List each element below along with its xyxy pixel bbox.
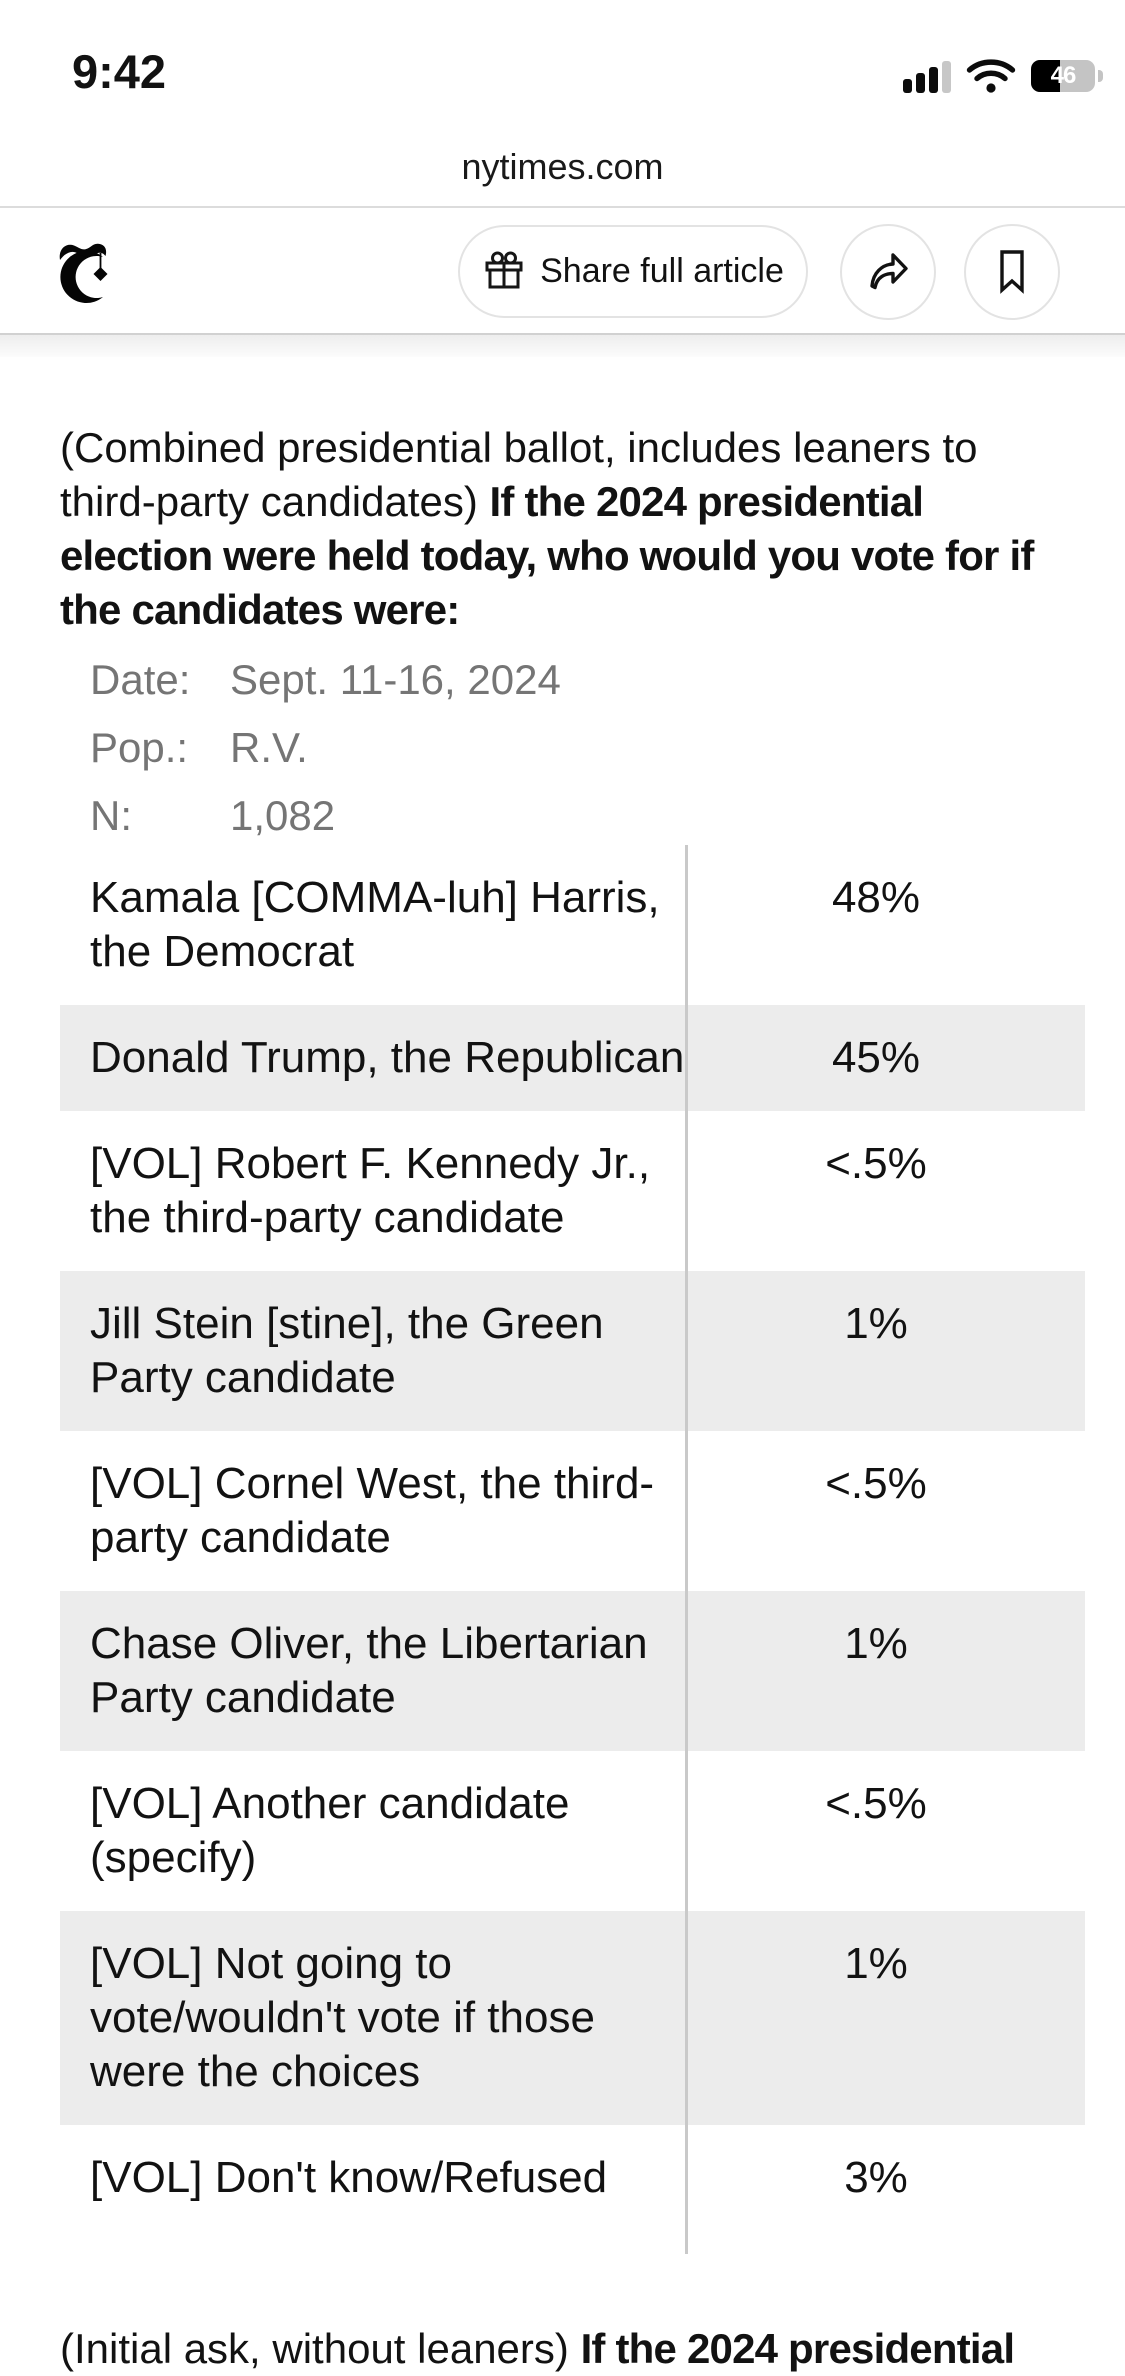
candidate-cell: [VOL] Robert F. Kennedy Jr., the third-p… [90,1139,651,1242]
poll-metadata-value: Sept. 11-16, 2024 [230,656,561,703]
cellular-signal-icon [903,59,951,93]
poll-question-prefix: (Combined presidential ballot, includes … [60,424,978,525]
share-full-article-label: Share full article [540,252,784,290]
next-poll-question: (Initial ask, without leaners) If the 20… [60,2322,1120,2376]
candidate-cell: Chase Oliver, the Libertarian Party cand… [90,1619,648,1722]
battery-fill [1031,60,1061,92]
poll-metadata-row: Pop.: R.V. [90,726,561,770]
table-row: [VOL] Cornel West, the third-party candi… [60,1431,1085,1591]
candidate-cell: [VOL] Another candidate (specify) [90,1779,570,1882]
poll-metadata-row: Date: Sept. 11-16, 2024 [90,658,561,702]
share-arrow-icon [862,246,914,298]
poll-metadata-row: N: 1,082 [90,794,561,838]
percent-cell: 1% [844,1619,908,1668]
table-row: Jill Stein [stine], the Green Party cand… [60,1271,1085,1431]
percent-cell: 48% [831,873,921,922]
next-poll-question-prefix: (Initial ask, without leaners) [60,2325,581,2372]
table-column-divider [685,845,688,2254]
percent-cell: 3% [844,2153,908,2202]
candidate-cell: Kamala [COMMA-luh] Harris, the Democrat [90,873,660,976]
poll-results-table: Kamala [COMMA-luh] Harris, the Democrat … [60,845,1085,2254]
next-poll-question-bold: If the 2024 presidential [580,2325,1015,2372]
percent-cell: <.5% [825,1139,927,1188]
poll-metadata-value: R.V. [230,724,308,771]
wifi-icon [966,57,1016,95]
poll-metadata-value: 1,082 [230,792,336,839]
candidate-cell: Donald Trump, the Republican [90,1033,685,1082]
bookmark-icon [990,246,1034,298]
candidate-cell: [VOL] Don't know/⁠Refused [90,2153,608,2202]
header-bottom-band [0,333,1125,357]
table-row: [VOL] Don't know/⁠Refused 3% [60,2125,1085,2231]
percent-cell: 1% [844,1299,908,1348]
battery-percent: 46 [1050,62,1077,89]
table-row: Kamala [COMMA-luh] Harris, the Democrat … [60,845,1085,1005]
battery-icon: 46 [1031,60,1103,92]
share-button[interactable] [840,224,936,320]
percent-cell: <.5% [825,1779,927,1828]
status-bar-icons: 46 [903,56,1103,96]
status-bar-time: 9:42 [72,45,167,98]
table-row: Donald Trump, the Republican 45% [60,1005,1085,1111]
candidate-cell: [VOL] Cornel West, the third-party candi… [90,1459,655,1562]
bookmark-button[interactable] [964,224,1060,320]
site-header: Share full article [0,208,1125,333]
share-full-article-button[interactable]: Share full article [458,225,808,318]
percent-cell: 45% [831,1033,921,1082]
candidate-cell: [VOL] Not going to vote/⁠wouldn't vote i… [90,1939,595,2096]
percent-cell: 1% [844,1939,908,1988]
table-row: [VOL] Robert F. Kennedy Jr., the third-p… [60,1111,1085,1271]
poll-metadata-label: N: [90,792,132,839]
poll-metadata-label: Pop.: [90,724,189,771]
table-row: [VOL] Another candidate (specify) <.5% [60,1751,1085,1911]
percent-cell: <.5% [825,1459,927,1508]
poll-metadata: Date: Sept. 11-16, 2024 Pop.: R.V. N: 1,… [90,658,561,862]
address-bar-divider [0,206,1125,208]
poll-metadata-label: Date: [90,656,191,703]
table-row: [VOL] Not going to vote/⁠wouldn't vote i… [60,1911,1085,2125]
table-row: Chase Oliver, the Libertarian Party cand… [60,1591,1085,1751]
battery-cap [1098,70,1103,82]
gift-icon [482,250,526,294]
address-bar[interactable]: nytimes.com [461,146,664,187]
poll-question-bold: If the 2024 presidential election were h… [60,478,1034,633]
nyt-logo[interactable] [57,240,111,306]
poll-question: (Combined presidential ballot, includes … [60,421,1075,637]
candidate-cell: Jill Stein [stine], the Green Party cand… [90,1299,604,1402]
